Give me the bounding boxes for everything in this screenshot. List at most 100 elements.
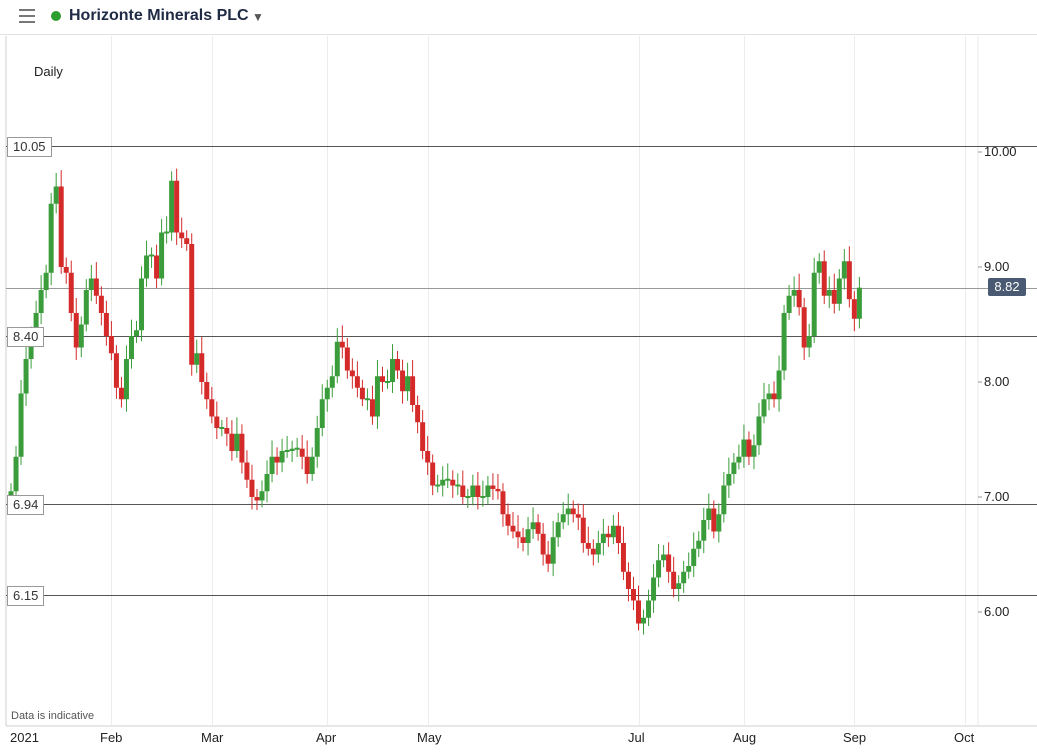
candle-body — [701, 520, 707, 541]
hamburger-menu-icon[interactable] — [19, 8, 37, 24]
candle-body — [816, 261, 822, 273]
level-badge[interactable]: 6.94 — [7, 494, 45, 515]
candle — [134, 320, 139, 343]
candle-body — [134, 330, 139, 336]
candle-body — [856, 287, 862, 319]
candle — [600, 518, 606, 556]
candle — [103, 300, 109, 346]
candle-body — [8, 491, 14, 497]
candle — [83, 279, 89, 332]
candle — [390, 344, 396, 394]
candle-body — [570, 508, 576, 515]
candle — [415, 395, 421, 434]
candle-body — [460, 485, 466, 497]
candle — [269, 440, 275, 483]
candle — [691, 532, 697, 578]
candle-body — [646, 600, 652, 618]
level-badge[interactable]: 8.40 — [7, 326, 45, 347]
level-badge[interactable]: 6.15 — [7, 585, 45, 606]
candle-body — [821, 261, 827, 296]
candle — [580, 504, 586, 553]
candle — [179, 217, 185, 248]
candle-body — [696, 540, 702, 549]
candle — [379, 366, 385, 392]
x-tick-label: Feb — [100, 730, 123, 745]
candle — [806, 323, 812, 358]
candle — [846, 246, 852, 308]
x-tick-label: Jul — [628, 730, 645, 745]
candle-body — [550, 537, 556, 564]
candle-body — [269, 456, 275, 474]
candle-body — [535, 522, 541, 534]
candle-body — [465, 496, 471, 498]
candle-body — [395, 359, 401, 371]
candle — [349, 358, 355, 389]
candle-body — [846, 261, 852, 300]
candle — [716, 503, 722, 543]
candle — [239, 424, 245, 474]
candle — [676, 575, 682, 602]
price-chart[interactable] — [0, 34, 1037, 753]
candle — [219, 419, 225, 437]
candle-body — [369, 399, 375, 417]
instrument-title[interactable]: Horizonte Minerals PLC — [69, 7, 249, 24]
candle-body — [801, 307, 807, 348]
candle-body — [284, 450, 290, 452]
candle-body — [28, 336, 34, 359]
candle-body — [490, 485, 496, 489]
candle — [128, 319, 134, 369]
top-bar: Horizonte Minerals PLC ▼ — [0, 0, 1037, 35]
candle-body — [83, 290, 89, 325]
candle-body — [264, 474, 270, 492]
candle-body — [475, 485, 481, 497]
candle-body — [184, 238, 190, 244]
candle — [465, 488, 471, 509]
candle-body — [495, 488, 501, 492]
candle-body — [128, 336, 134, 359]
candle-body — [831, 290, 837, 304]
candle-body — [53, 186, 59, 204]
candle-body — [525, 529, 531, 543]
candle — [73, 298, 79, 360]
candle — [13, 445, 19, 503]
candle-body — [706, 508, 712, 520]
candle-body — [600, 533, 606, 543]
candle — [199, 336, 205, 395]
candle-body — [731, 462, 737, 474]
candle-body — [756, 416, 762, 446]
candle — [364, 388, 370, 411]
candle-body — [154, 255, 160, 279]
y-tick-label: 10.00 — [984, 144, 1017, 159]
candle — [229, 420, 235, 461]
candle — [374, 359, 380, 429]
x-tick-label: Sep — [843, 730, 867, 745]
candle-body — [48, 203, 54, 273]
candle-body — [766, 393, 772, 400]
candle-body — [786, 295, 792, 313]
candle — [636, 585, 641, 631]
candle — [565, 493, 571, 526]
candle-body — [520, 537, 526, 543]
candle-body — [440, 479, 446, 486]
candle — [666, 542, 672, 583]
candle-body — [229, 433, 235, 451]
x-tick-label: Apr — [316, 730, 337, 745]
level-badge[interactable]: 10.05 — [7, 136, 52, 157]
candle-body — [108, 336, 114, 354]
candle — [334, 328, 340, 384]
candle-body — [776, 370, 782, 400]
candle — [630, 576, 636, 611]
candle — [826, 276, 832, 309]
candle-body — [209, 399, 215, 417]
candle-body — [515, 531, 521, 538]
candle — [430, 454, 436, 496]
candle — [731, 453, 737, 484]
candle-body — [379, 376, 385, 382]
candle — [48, 192, 54, 286]
candle — [801, 297, 807, 360]
candle-body — [841, 261, 847, 279]
caret-down-icon[interactable]: ▼ — [252, 10, 264, 24]
x-tick-label: Aug — [733, 730, 757, 745]
candle-body — [149, 254, 155, 257]
candle — [851, 291, 857, 332]
